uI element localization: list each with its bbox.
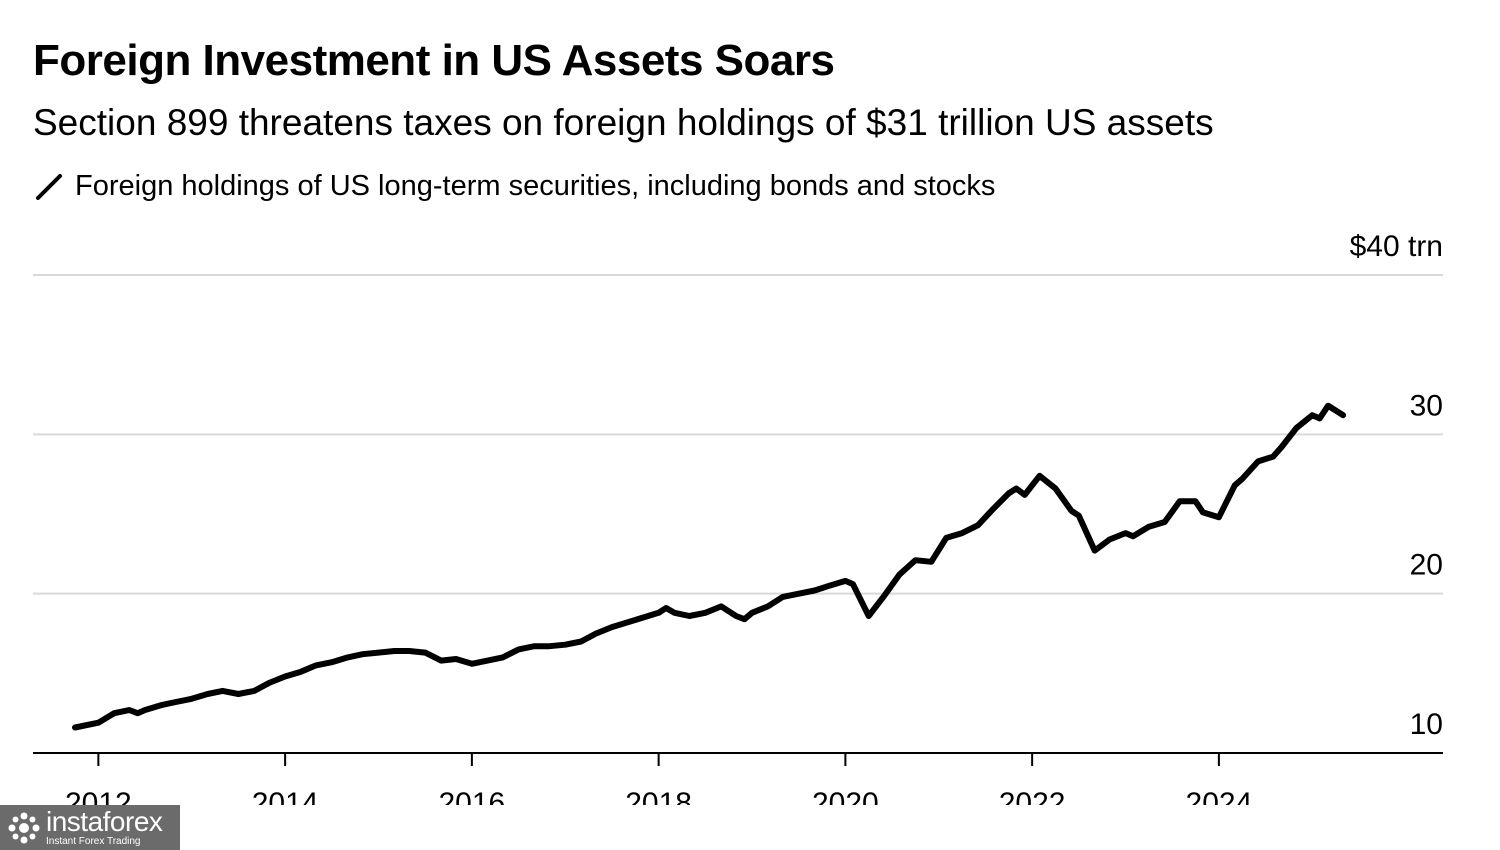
watermark-brand: instaforex xyxy=(46,806,163,837)
x-tick-label: 2012 xyxy=(65,787,132,805)
series-line-0 xyxy=(72,402,1347,731)
y-tick-label: 10 xyxy=(1410,708,1443,741)
y-tick-label: 20 xyxy=(1410,549,1443,582)
watermark: instaforex Instant Forex Trading xyxy=(0,805,180,850)
chart-subtitle: Section 899 threatens taxes on foreign h… xyxy=(33,102,1214,143)
x-tick-label: 2022 xyxy=(999,787,1066,805)
x-tick-label: 2014 xyxy=(252,787,319,805)
x-tick-label: 2020 xyxy=(812,787,879,805)
line-swatch-icon xyxy=(36,173,62,200)
line-chart: 10 20 30 $40 trn 2012 2014 2016 2018 2020 2022 202… xyxy=(33,230,1443,805)
x-tick-label: 2024 xyxy=(1186,787,1253,805)
y-tick-label: $40 trn xyxy=(1350,230,1443,263)
instaforex-logo-icon xyxy=(8,812,40,843)
x-tick-label: 2018 xyxy=(625,787,692,805)
watermark-tagline: Instant Forex Trading xyxy=(46,836,141,847)
chart-title: Foreign Investment in US Assets Soars xyxy=(33,36,835,85)
legend-label: Foreign holdings of US long-term securit… xyxy=(75,170,996,202)
legend: Foreign holdings of US long-term securit… xyxy=(33,170,995,203)
y-tick-label: 30 xyxy=(1410,389,1443,422)
x-tick-label: 2016 xyxy=(438,787,505,805)
